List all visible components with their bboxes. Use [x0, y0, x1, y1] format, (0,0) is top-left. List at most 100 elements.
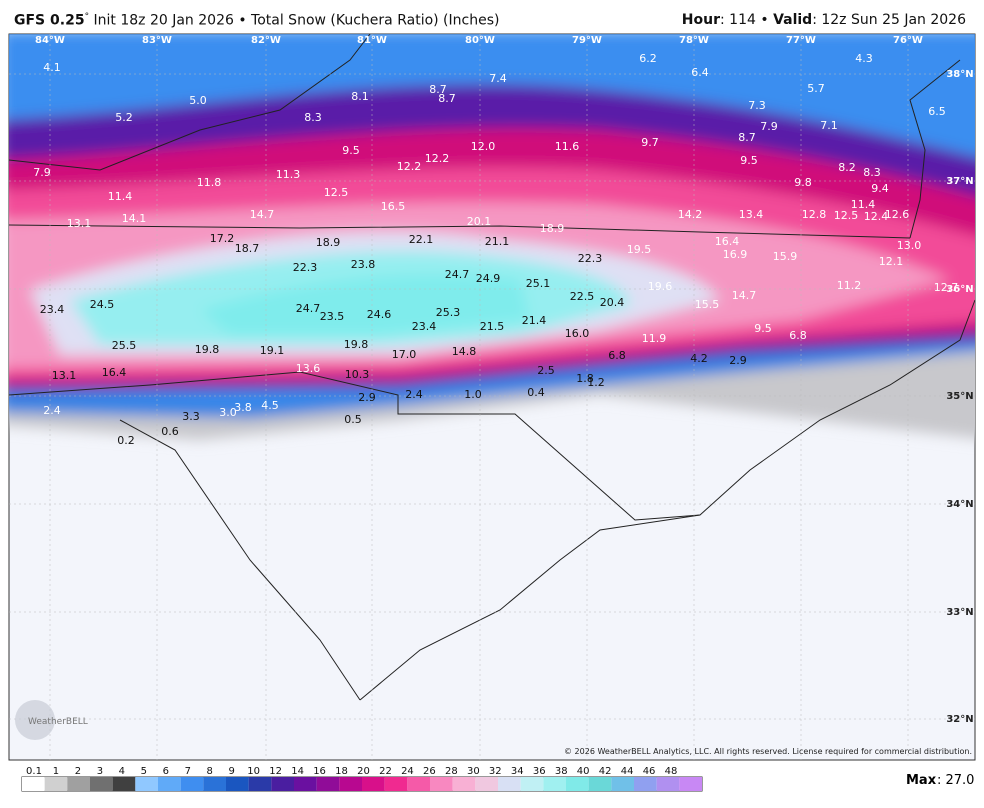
snow-value: 12.6 [885, 208, 910, 221]
legend-swatch [339, 777, 362, 791]
snow-value: 11.4 [851, 198, 876, 211]
legend-swatch [679, 777, 702, 791]
lon-label: 77°W [786, 35, 816, 46]
snow-value: 8.2 [838, 161, 856, 174]
snow-value: 11.2 [837, 279, 862, 292]
legend-swatch [158, 777, 181, 791]
copyright: © 2026 WeatherBELL Analytics, LLC. All r… [564, 747, 972, 756]
snow-value: 11.4 [108, 190, 133, 203]
legend-label: 42 [599, 766, 612, 777]
legend-swatch [90, 777, 113, 791]
legend-swatch [226, 777, 249, 791]
snow-value: 7.4 [489, 72, 507, 85]
snow-value: 10.3 [345, 368, 370, 381]
lat-label: 32°N [946, 714, 973, 725]
snow-value: 0.5 [344, 413, 362, 426]
lon-label: 79°W [572, 35, 602, 46]
legend-swatch [588, 777, 612, 791]
legend-label: 24 [401, 766, 414, 777]
valid: : 12z Sun 25 Jan 2026 [812, 12, 966, 28]
legend-swatch [498, 777, 521, 791]
snow-value: 12.0 [471, 140, 496, 153]
snow-value: 8.7 [429, 83, 447, 96]
snow-value: 8.7 [738, 131, 756, 144]
snow-value: 12.1 [879, 255, 904, 268]
legend-label: 38 [555, 766, 568, 777]
model: GFS 0.25 [14, 12, 85, 29]
snow-value: 20.1 [467, 215, 492, 228]
legend-label: 2 [75, 766, 81, 777]
legend-label: 40 [577, 766, 590, 777]
legend-swatch [430, 777, 453, 791]
legend-label: 7 [185, 766, 191, 777]
degree: ° [84, 12, 90, 22]
legend-swatch [203, 777, 226, 791]
header-right: Hour: 114 • Valid: 12z Sun 25 Jan 2026 [682, 12, 966, 28]
legend-label: 14 [291, 766, 304, 777]
snow-value: 11.6 [555, 140, 580, 153]
snow-value: 6.8 [608, 349, 626, 362]
legend-label: 44 [621, 766, 634, 777]
max-value: : 27.0 [937, 773, 974, 788]
snow-value: 12.7 [934, 281, 959, 294]
snow-value: 16.4 [715, 235, 740, 248]
legend-swatch [384, 777, 408, 791]
lon-label: 82°W [251, 35, 281, 46]
lon-label: 76°W [893, 35, 923, 46]
snow-value: 20.4 [600, 296, 625, 309]
snow-value: 19.8 [344, 338, 369, 351]
snow-value: 7.9 [760, 120, 778, 133]
lon-label: 78°W [679, 35, 709, 46]
snow-value: 7.3 [748, 99, 766, 112]
legend-swatch [407, 777, 430, 791]
lat-label: 35°N [946, 391, 973, 402]
snow-value: 22.3 [293, 261, 318, 274]
borders [8, 33, 976, 701]
snow-value: 19.5 [627, 243, 652, 256]
legend-label: 36 [533, 766, 546, 777]
snow-value: 14.7 [250, 208, 275, 221]
snow-value: 12.4 [864, 210, 889, 223]
snow-value: 4.2 [690, 352, 708, 365]
snow-value: 11.8 [197, 176, 222, 189]
legend-swatch [112, 777, 136, 791]
snow-value: 5.7 [807, 82, 825, 95]
lat-label: 38°N [946, 69, 973, 80]
snow-value: 7.1 [820, 119, 838, 132]
snow-value: 21.4 [522, 314, 547, 327]
snow-value: 22.5 [570, 290, 595, 303]
snow-value: 9.5 [740, 154, 758, 167]
snow-value: 24.5 [90, 298, 115, 311]
snow-value: 21.1 [485, 235, 510, 248]
legend-label: 20 [357, 766, 370, 777]
snow-value: 13.1 [67, 217, 92, 230]
legend-swatch [520, 777, 544, 791]
snow-value: 24.6 [367, 308, 392, 321]
legend-label: 48 [665, 766, 678, 777]
logo: WeatherBELL [28, 717, 88, 727]
snow-value: 4.3 [855, 52, 873, 65]
snow-value: 9.4 [871, 182, 889, 195]
snow-value: 2.9 [358, 391, 376, 404]
legend-label: 10 [247, 766, 260, 777]
legend-swatch [67, 777, 90, 791]
snow-value: 5.0 [189, 94, 207, 107]
legend-swatch [634, 777, 657, 791]
legend-swatch [452, 777, 476, 791]
lat-label: 33°N [946, 607, 973, 618]
snow-value: 18.9 [540, 222, 565, 235]
snow-value: 12.2 [397, 160, 422, 173]
lon-label: 80°W [465, 35, 495, 46]
snow-value: 15.5 [695, 298, 720, 311]
snow-value: 3.3 [182, 410, 200, 423]
snow-value: 16.4 [102, 366, 127, 379]
snow-value: 24.7 [296, 302, 321, 315]
snow-value: 17.2 [210, 232, 235, 245]
snow-value: 17.0 [392, 348, 417, 361]
legend-label: 22 [379, 766, 392, 777]
snow-value: 16.9 [723, 248, 748, 261]
snow-value: 3.8 [234, 401, 252, 414]
legend-label: 5 [141, 766, 147, 777]
